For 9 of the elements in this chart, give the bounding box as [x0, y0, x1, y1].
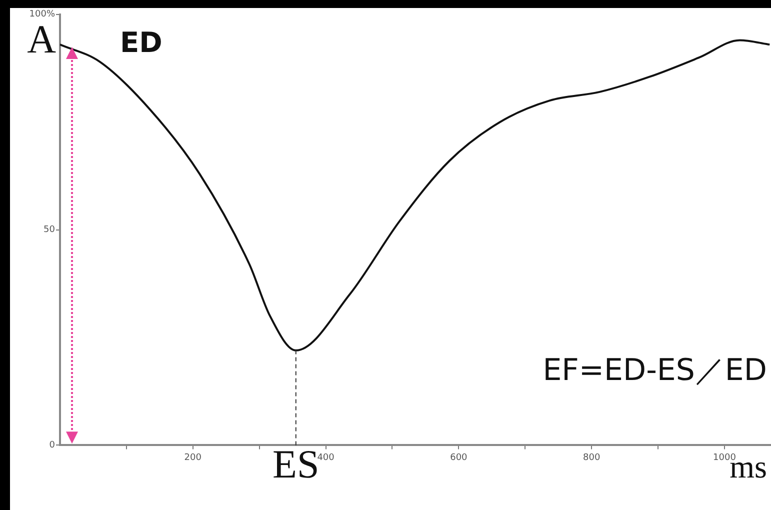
y-tick-label: 0	[49, 440, 56, 451]
annotation: EF=ED-ES／ED	[542, 352, 767, 388]
x-tick-label: 800	[582, 452, 600, 463]
annotation: ED	[120, 26, 162, 59]
x-tick-label: 200	[184, 452, 202, 463]
y-tick-label: 50	[44, 225, 56, 236]
x-tick-label: 400	[317, 452, 335, 463]
x-tick-label: 600	[450, 452, 468, 463]
x-tick-label: 1000	[713, 452, 736, 463]
